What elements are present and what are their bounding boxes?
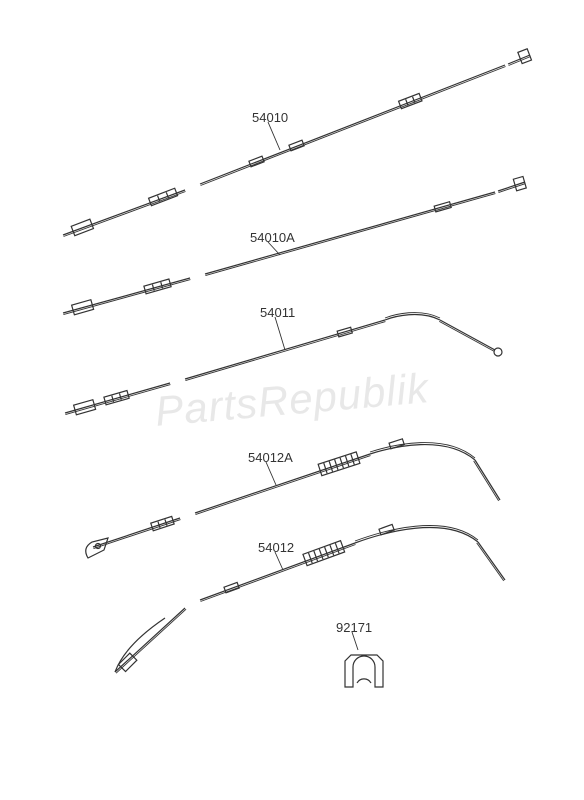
part-label: 54012A (248, 450, 293, 465)
part-label: 54011 (260, 305, 295, 320)
part-label: 92171 (336, 620, 372, 635)
part-label: 54010 (252, 110, 288, 125)
part-label: 54012 (258, 540, 294, 555)
diagram-svg (0, 0, 584, 800)
part-label: 54010A (250, 230, 295, 245)
